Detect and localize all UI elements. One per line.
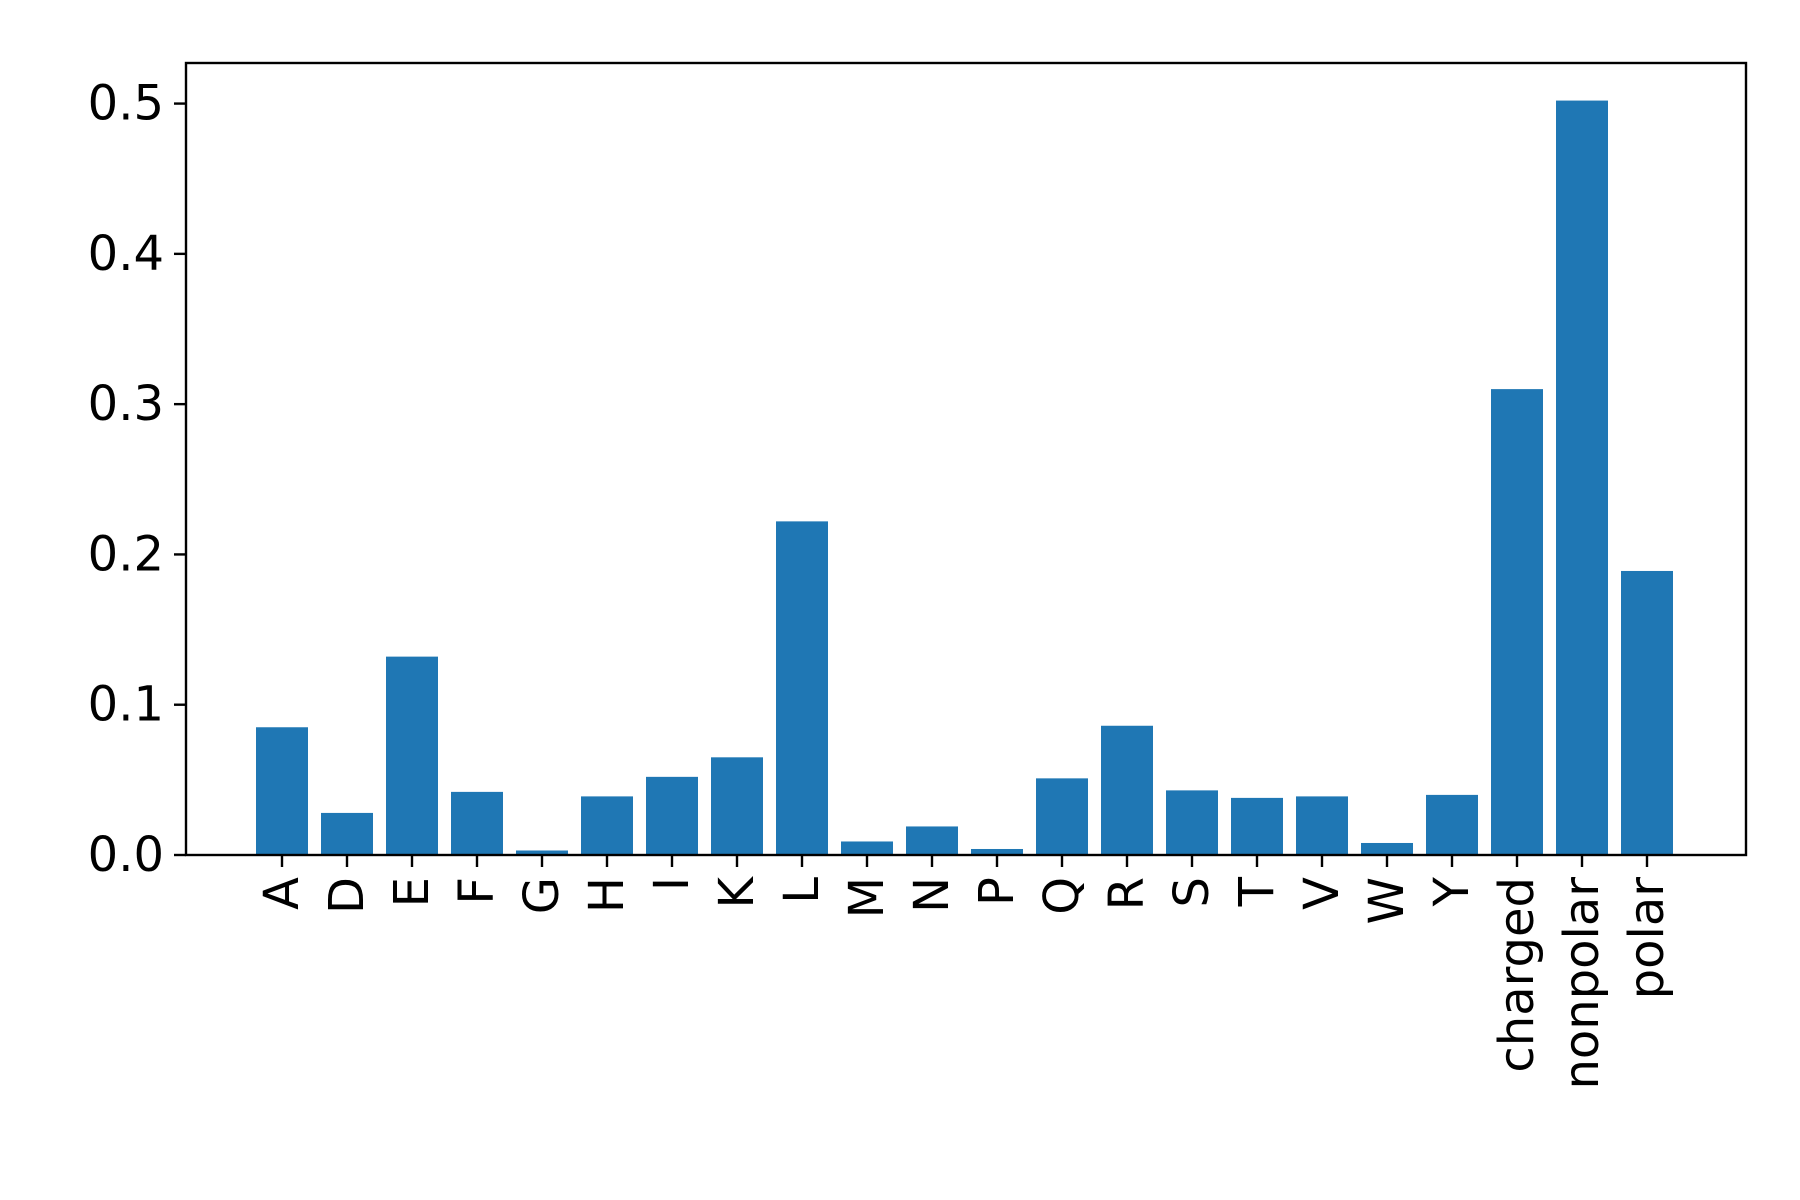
x-tick-label-T: T bbox=[1229, 876, 1285, 907]
bar-A bbox=[256, 727, 308, 855]
x-tick-label-R: R bbox=[1099, 877, 1155, 910]
x-tick-label-K: K bbox=[709, 875, 765, 908]
x-tick-label-polar: polar bbox=[1619, 877, 1675, 1000]
x-tick-label-H: H bbox=[579, 877, 635, 913]
bar-P bbox=[971, 848, 1023, 855]
x-tick-label-S: S bbox=[1164, 877, 1220, 907]
bar-N bbox=[906, 826, 958, 855]
bar-W bbox=[1361, 842, 1413, 855]
x-tick-label-V: V bbox=[1294, 877, 1350, 910]
bar-F bbox=[451, 791, 503, 855]
bar-L bbox=[776, 521, 828, 855]
bar-M bbox=[841, 841, 893, 855]
y-tick-label: 0.2 bbox=[88, 526, 164, 582]
x-tick-label-L: L bbox=[774, 877, 830, 904]
bar-charged bbox=[1491, 389, 1543, 855]
x-tick-label-E: E bbox=[384, 877, 440, 907]
bar-D bbox=[321, 812, 373, 855]
y-tick-label: 0.1 bbox=[88, 677, 164, 733]
bar-H bbox=[581, 796, 633, 855]
x-tick-label-nonpolar: nonpolar bbox=[1554, 877, 1610, 1090]
bar-S bbox=[1166, 790, 1218, 855]
bar-V bbox=[1296, 796, 1348, 855]
y-tick-label: 0.3 bbox=[88, 376, 164, 432]
x-tick-label-G: G bbox=[514, 877, 570, 914]
y-tick-label: 0.0 bbox=[88, 827, 164, 883]
plot-frame bbox=[184, 61, 1748, 857]
y-axis: 0.0 0.1 0.2 0.3 0.4 0.5 bbox=[88, 76, 186, 883]
x-tick-label-charged: charged bbox=[1489, 877, 1545, 1073]
bar-E bbox=[386, 656, 438, 855]
x-tick-label-I: I bbox=[644, 877, 700, 891]
bar-nonpolar bbox=[1556, 100, 1608, 855]
bar-polar bbox=[1621, 570, 1673, 855]
bar-I bbox=[646, 776, 698, 855]
bar-R bbox=[1101, 725, 1153, 855]
bar-Y bbox=[1426, 794, 1478, 855]
bar-T bbox=[1231, 797, 1283, 855]
x-tick-label-W: W bbox=[1359, 877, 1415, 924]
bar-G bbox=[516, 850, 568, 855]
x-tick-label-Q: Q bbox=[1034, 877, 1090, 915]
bar-K bbox=[711, 757, 763, 855]
bar-Q bbox=[1036, 778, 1088, 855]
y-tick-label: 0.5 bbox=[88, 76, 164, 132]
bars-layer bbox=[256, 100, 1673, 855]
x-tick-label-P: P bbox=[969, 877, 1025, 906]
x-tick-label-N: N bbox=[904, 877, 960, 913]
x-tick-label-M: M bbox=[839, 877, 895, 918]
y-tick-label: 0.4 bbox=[88, 226, 164, 282]
x-tick-label-F: F bbox=[449, 877, 505, 905]
x-tick-label-A: A bbox=[254, 877, 310, 910]
x-tick-label-D: D bbox=[319, 877, 375, 914]
x-tick-label-Y: Y bbox=[1424, 876, 1480, 907]
